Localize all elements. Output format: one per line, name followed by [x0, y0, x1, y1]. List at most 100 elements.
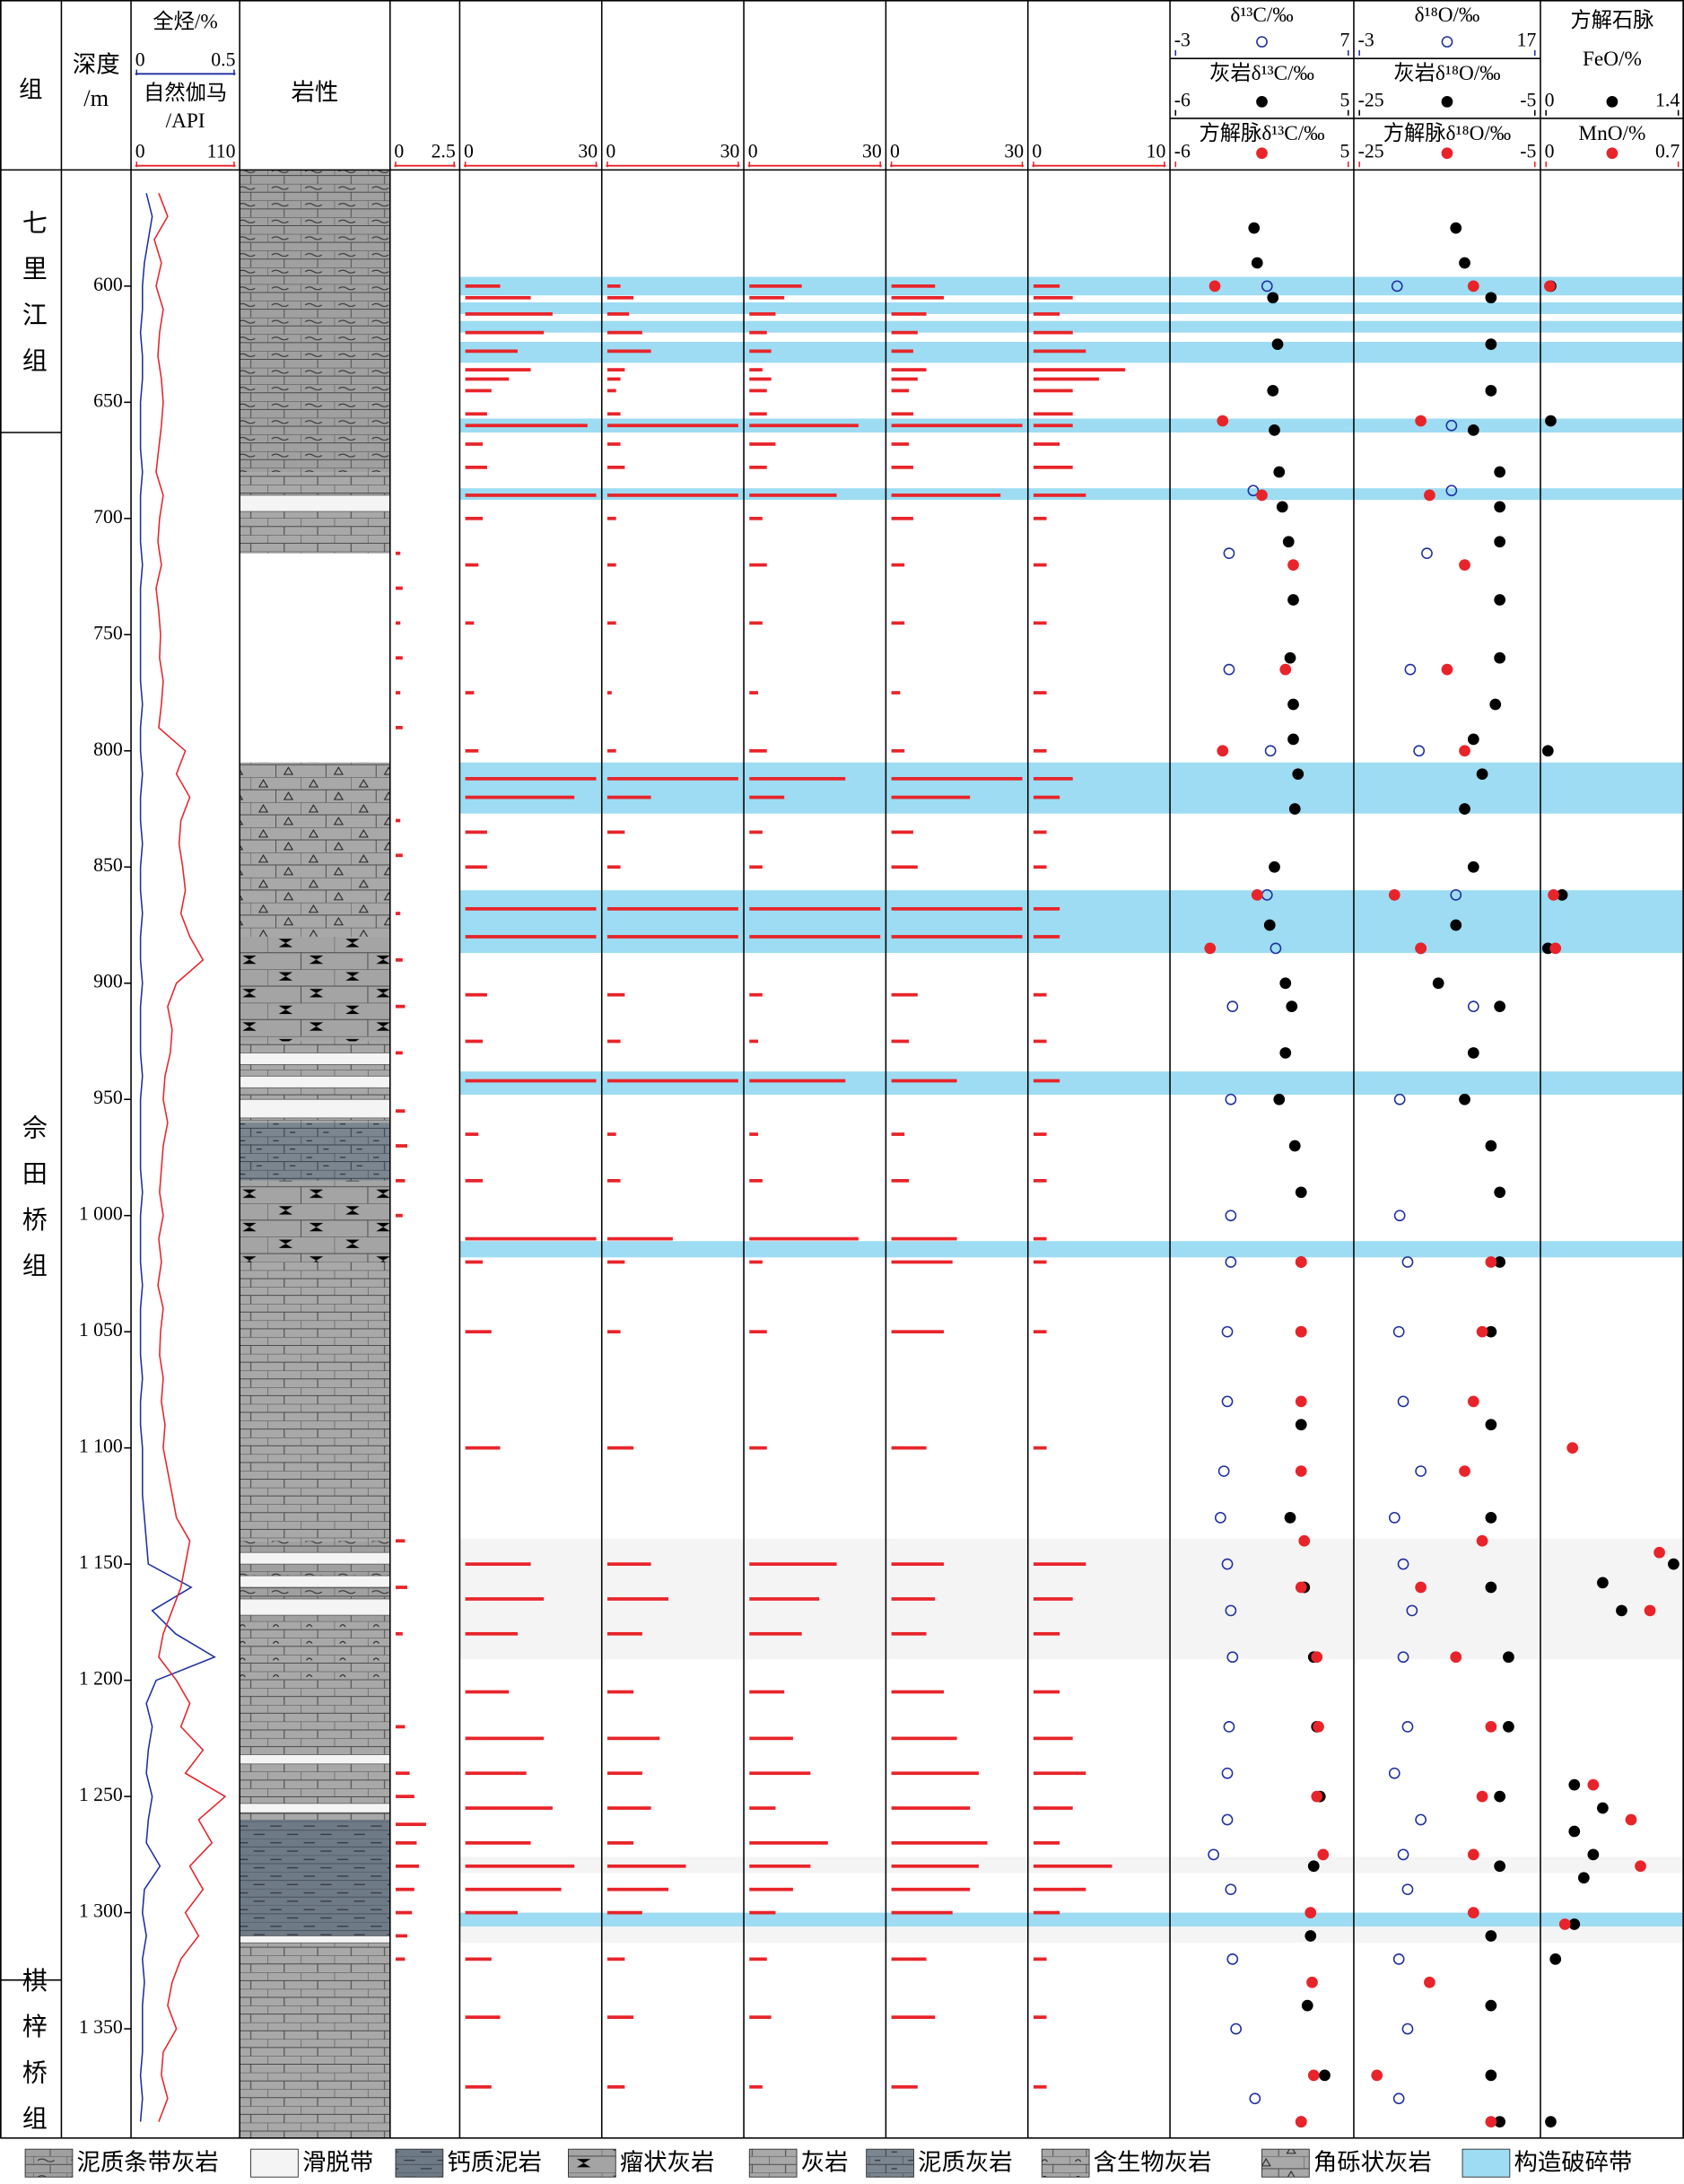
density-bar: [1033, 389, 1073, 393]
data-point: [1494, 1860, 1506, 1873]
depth-header: 深度: [73, 51, 120, 78]
data-point: [1413, 745, 1426, 757]
density-bar: [749, 1841, 828, 1845]
density-bar: [891, 1631, 927, 1636]
series-title: 自然伽马: [144, 82, 227, 105]
data-point: [1401, 1883, 1414, 1896]
density-bar: [606, 563, 616, 567]
density-bar: [1033, 1446, 1047, 1450]
data-point: [1597, 1577, 1609, 1589]
density-bar: [395, 586, 403, 590]
density-bar: [465, 935, 597, 939]
density-bar: [1033, 1690, 1060, 1694]
data-point: [1391, 280, 1403, 293]
data-point: [1404, 663, 1417, 676]
data-point: [1401, 2022, 1414, 2035]
data-point: [1476, 768, 1488, 781]
data-point: [1214, 1511, 1226, 1524]
data-point: [1397, 1848, 1409, 1861]
data-point: [1223, 547, 1235, 560]
data-point: [1221, 1813, 1234, 1826]
density-bar: [395, 853, 403, 858]
density-bar: [1033, 494, 1086, 497]
density-bar: [1033, 412, 1073, 416]
density-bar: [606, 992, 625, 997]
density-bar: [891, 1690, 944, 1694]
data-point: [1217, 745, 1229, 757]
data-point: [1459, 559, 1470, 571]
lithology-interval: [239, 494, 391, 512]
zone: [459, 890, 1684, 954]
density-bar: [749, 516, 763, 520]
density-bar: [606, 349, 651, 354]
density-bar: [891, 907, 1023, 911]
density-bar: [1033, 992, 1047, 997]
density-bar: [749, 1260, 763, 1264]
data-point: [1288, 1140, 1301, 1152]
x-tick-label: 0.7: [1655, 141, 1680, 162]
data-point: [1295, 1419, 1307, 1431]
density-bar: [465, 1806, 553, 1810]
formation-name: 七里江组: [19, 209, 47, 393]
data-point: [1476, 1325, 1488, 1338]
data-point: [1625, 1813, 1637, 1826]
data-point: [1304, 1907, 1317, 1918]
density-bar: [891, 295, 944, 300]
density-bar: [749, 412, 767, 416]
density-bar: [395, 621, 401, 625]
density-bar: [395, 818, 401, 823]
density-bar: [1033, 284, 1060, 288]
density-bar: [465, 1260, 484, 1264]
density-bar: [465, 992, 487, 997]
data-point: [1282, 536, 1295, 548]
depth-label: 1 150: [79, 1551, 123, 1573]
x-tick-label: 30: [862, 141, 882, 162]
density-bar: [395, 691, 401, 695]
density-bar: [749, 795, 785, 799]
data-point: [1276, 501, 1288, 513]
density-bar: [606, 1806, 651, 1810]
data-point: [1485, 338, 1497, 350]
zone: [459, 762, 1684, 814]
density-bar: [749, 992, 763, 997]
data-point: [1441, 663, 1453, 676]
density-bar: [1033, 1597, 1073, 1601]
data-point: [1494, 594, 1506, 606]
density-bar: [891, 1887, 971, 1891]
x-tick-label: 2.5: [432, 141, 456, 162]
lithology-interval: [239, 1075, 391, 1088]
data-point: [1476, 1534, 1488, 1547]
x-tick-label: 110: [207, 141, 236, 162]
density-bar: [395, 656, 403, 660]
data-point: [1424, 489, 1435, 502]
density-bar: [891, 563, 905, 567]
legend-swatch: [1462, 2148, 1511, 2178]
density-bar: [891, 1178, 910, 1183]
density-bar: [395, 1910, 413, 1915]
density-bar: [606, 1736, 660, 1741]
density-bar: [1033, 424, 1073, 428]
zone: [459, 1241, 1684, 1258]
data-point: [1279, 663, 1292, 676]
data-point: [1225, 1604, 1237, 1617]
depth-label: 1 250: [79, 1784, 123, 1805]
depth-label: 800: [93, 738, 123, 760]
data-point: [1392, 2092, 1405, 2105]
density-bar: [606, 935, 738, 939]
density-bar: [606, 776, 738, 781]
density-bar: [395, 1725, 406, 1729]
lithology-interval: [240, 1621, 390, 1681]
density-bar: [891, 377, 918, 381]
density-bar: [749, 1079, 846, 1083]
data-point: [1467, 1047, 1479, 1059]
density-bar: [465, 1841, 531, 1845]
density-bar: [891, 1039, 910, 1044]
data-point: [1397, 1395, 1409, 1408]
legend-label: 构造破碎带: [1514, 2148, 1632, 2175]
density-bar: [465, 312, 553, 316]
density-bar: [395, 1586, 408, 1589]
density-bar: [1033, 1079, 1060, 1083]
density-bar: [465, 516, 484, 520]
density-bar: [749, 1631, 802, 1636]
x-tick-label: 5: [1339, 89, 1349, 110]
